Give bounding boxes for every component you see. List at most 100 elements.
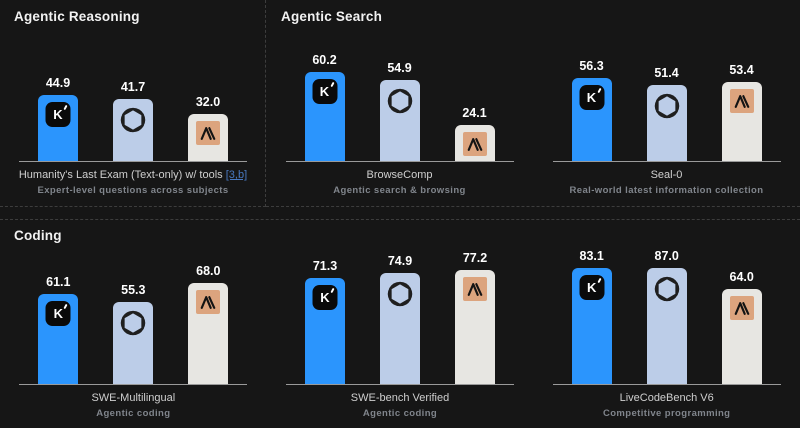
bar-value-label: 53.4 [729, 63, 754, 77]
kimi-k-icon: K [312, 285, 338, 310]
bar-kimi: K [38, 294, 79, 384]
bar-value-label: 56.3 [579, 59, 604, 73]
bar-kimi: K [304, 72, 345, 161]
bar-group-openai: 87.0 [646, 249, 687, 384]
logo-slot [196, 121, 220, 145]
benchmark-subtitle: Expert-level questions across subjects [37, 185, 229, 196]
chart-livecodebench-v6: 83.1 K 87.0 64.0 LiveCodeBench V6 Compet… [533, 249, 800, 419]
bar-value-label: 54.9 [387, 61, 412, 75]
bar-group-kimi: 71.3 K [305, 249, 345, 384]
openai-icon [121, 310, 146, 336]
anthropic-icon [463, 277, 487, 301]
benchmark-name: Humanity's Last Exam (Text-only) w/ tool… [0, 169, 266, 182]
bar-group-anthropic: 32.0 [188, 30, 228, 161]
bar-anthropic [454, 125, 495, 161]
charts-row: 44.9 K 41.7 32.0 Humanity's Last Exam (T… [0, 30, 265, 196]
bar-value-label: 51.4 [654, 66, 679, 80]
section-title-agentic-reasoning: Agentic Reasoning [14, 9, 140, 24]
chart-swe-bench-verified: 71.3 K 74.9 77.2 SWE-bench Verified Agen… [267, 249, 534, 419]
charts-row: 61.1 K 55.3 68.0 SWE-Multilingual Agenti… [0, 249, 800, 419]
bar-kimi: K [571, 78, 612, 161]
bar-value-label: 44.9 [45, 76, 71, 90]
bar-value-label: 60.2 [312, 53, 337, 67]
bar-group-anthropic: 68.0 [188, 249, 229, 384]
chart-plot: 44.9 K 41.7 32.0 [19, 30, 247, 162]
openai-icon [654, 276, 679, 302]
bar-anthropic [721, 289, 762, 384]
section-title-coding: Coding [14, 228, 62, 243]
bar-value-label: 41.7 [120, 80, 146, 94]
bar-group-openai: 41.7 [113, 30, 153, 161]
bar-openai [113, 302, 154, 384]
section-title-agentic-search: Agentic Search [281, 9, 383, 24]
bar-value-label: 64.0 [729, 270, 754, 284]
bar-group-kimi: 83.1 K [571, 249, 612, 384]
bar-group-anthropic: 24.1 [454, 30, 495, 161]
logo-slot [119, 309, 147, 337]
chart-plot: 56.3 K 51.4 53.4 [552, 30, 781, 162]
benchmark-name: Seal-0 [650, 169, 683, 181]
anthropic-icon [729, 296, 754, 320]
benchmark-name: SWE-bench Verified [350, 392, 450, 404]
bar-group-openai: 54.9 [379, 30, 420, 161]
bar-group-anthropic: 64.0 [721, 249, 762, 384]
chart-plot: 61.1 K 55.3 68.0 [19, 249, 248, 385]
logo-slot [386, 87, 414, 115]
anthropic-icon [196, 121, 220, 145]
chart-plot: 83.1 K 87.0 64.0 [552, 249, 781, 385]
openai-icon [654, 93, 679, 119]
section-agentic-search: Agentic Search 60.2 K 54.9 24.1 BrowseCo… [266, 0, 800, 207]
logo-slot: K [312, 285, 338, 310]
top-row: Agentic Reasoning 44.9 K 41.7 32.0 Human… [0, 0, 800, 207]
logo-slot: K [45, 102, 71, 127]
bar-group-openai: 55.3 [113, 249, 154, 384]
bar-group-kimi: 44.9 K [38, 30, 78, 161]
charts-row: 60.2 K 54.9 24.1 BrowseComp Agentic sear… [266, 30, 800, 196]
chart-plot: 71.3 K 74.9 77.2 [286, 249, 514, 385]
footnote-link[interactable]: [3,b] [225, 169, 248, 181]
bar-group-openai: 74.9 [380, 249, 420, 384]
bar-value-label: 55.3 [121, 283, 146, 297]
kimi-k-icon: K [579, 275, 605, 300]
anthropic-icon [462, 132, 487, 156]
logo-slot [462, 132, 487, 156]
bar-group-anthropic: 77.2 [455, 249, 495, 384]
bar-openai [646, 85, 687, 161]
logo-slot: K [579, 275, 605, 300]
bar-value-label: 68.0 [196, 264, 221, 278]
logo-slot: K [312, 79, 337, 104]
bar-group-openai: 51.4 [646, 30, 687, 161]
section-gap [0, 207, 800, 219]
bar-value-label: 74.9 [387, 254, 413, 268]
kimi-k-icon: K [45, 301, 71, 326]
anthropic-icon [729, 89, 754, 113]
chart-humanitys-last-exam: 44.9 K 41.7 32.0 Humanity's Last Exam (T… [0, 30, 266, 196]
section-agentic-reasoning: Agentic Reasoning 44.9 K 41.7 32.0 Human… [0, 0, 266, 207]
bar-value-label: 87.0 [654, 249, 679, 263]
benchmark-name: SWE-Multilingual [91, 392, 176, 404]
openai-icon [387, 281, 413, 307]
openai-icon [120, 107, 146, 133]
benchmark-subtitle: Agentic coding [362, 408, 438, 419]
bar-value-label: 71.3 [312, 259, 338, 273]
bar-group-kimi: 56.3 K [571, 30, 612, 161]
bar-kimi: K [305, 278, 345, 384]
bar-kimi: K [38, 95, 78, 161]
logo-slot: K [45, 301, 71, 326]
bar-anthropic [188, 283, 229, 384]
benchmark-subtitle: Agentic coding [96, 408, 171, 419]
bar-value-label: 61.1 [46, 275, 71, 289]
openai-icon [387, 88, 412, 114]
anthropic-icon [196, 290, 221, 314]
bar-anthropic [455, 270, 495, 384]
benchmark-title-text: Humanity's Last Exam (Text-only) w/ tool… [18, 169, 223, 181]
bar-openai [646, 268, 687, 384]
logo-slot [463, 277, 487, 301]
chart-swe-multilingual: 61.1 K 55.3 68.0 SWE-Multilingual Agenti… [0, 249, 267, 419]
bar-value-label: 77.2 [462, 251, 488, 265]
logo-slot [729, 89, 754, 113]
logo-slot [196, 290, 221, 314]
logo-slot [386, 280, 414, 308]
benchmark-name: BrowseComp [366, 169, 433, 181]
